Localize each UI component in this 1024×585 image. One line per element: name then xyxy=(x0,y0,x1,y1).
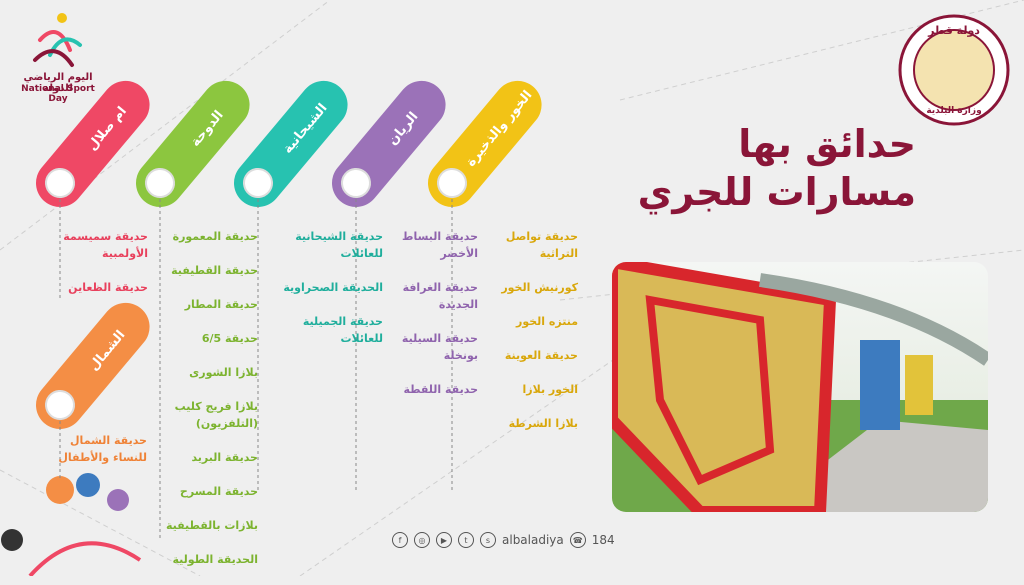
emblem-text: وزارة البلدية xyxy=(926,106,981,116)
park-name: بلازا الشورى xyxy=(189,366,258,379)
event-name: اليوم الرياضي للدولة xyxy=(23,72,93,94)
facebook-icon[interactable]: f xyxy=(392,532,408,548)
park-name: حديقة البريد xyxy=(191,451,258,464)
park-name: الحديقة الطولية xyxy=(172,553,258,566)
park-name: حديقة الظعاين xyxy=(68,281,148,294)
pill-dot xyxy=(437,168,467,198)
title: حدائق بها مسارات للجري xyxy=(638,120,916,216)
park-list: حديقة المعمورة حديقة القطيفية حديقة المطار… xyxy=(148,228,258,585)
park-name: بلازا فريج كليب (التلفزيون) xyxy=(174,400,258,430)
park-name: حديقة تواصل التراثية xyxy=(505,230,578,260)
park-name: حديقة المطار xyxy=(184,298,258,311)
park-name: حديقة الجميلية للعائلات xyxy=(302,315,383,345)
region-pill: ام صلال xyxy=(36,80,150,207)
snapchat-icon[interactable]: s xyxy=(480,532,496,548)
phone: 184 xyxy=(591,533,615,547)
park-name: حديقة الغرافة الجديدة xyxy=(402,281,478,311)
park-name: حديقة البساط الأخضر xyxy=(402,230,478,260)
park-name: كورنيش الخور xyxy=(501,281,578,294)
park-name: حديقة الشمال للنساء والأطفال xyxy=(58,434,147,464)
park-name: منتزه الخور xyxy=(515,315,578,328)
region-pill: الريان xyxy=(332,80,446,207)
pill-dot xyxy=(145,168,175,198)
park-name: الحديقة الصحراوية xyxy=(283,281,383,294)
photo xyxy=(612,262,988,512)
instagram-icon[interactable]: ◎ xyxy=(414,532,430,548)
park-name: حديقة المعمورة xyxy=(172,230,258,243)
park-name: حديقة القطيفية xyxy=(171,264,258,277)
region-pill: الدوحة xyxy=(136,80,250,207)
park-name: حديقة 6/5 xyxy=(201,332,258,345)
park-name: بلازات بالقطيفية xyxy=(165,519,258,532)
ministry-emblem: دولة قطر وزارة البلدية xyxy=(898,14,1010,126)
park-list: حديقة سميسمة الأولمبية حديقة الظعاين xyxy=(38,228,148,313)
park-name: بلازا الشرطة xyxy=(508,417,578,430)
park-list: حديقة الشمال للنساء والأطفال xyxy=(37,432,147,483)
twitter-icon[interactable]: t xyxy=(458,532,474,548)
event-name: National Sport Day xyxy=(21,84,95,104)
pill-dot xyxy=(45,168,75,198)
emblem-text: دولة قطر xyxy=(927,24,980,37)
park-name: حديقة اللقطة xyxy=(403,383,478,396)
park-list: حديقة البساط الأخضر حديقة الغرافة الجديدة… xyxy=(368,228,478,415)
sport-logo xyxy=(33,13,82,67)
runners-illustration xyxy=(1,473,142,576)
youtube-icon[interactable]: ▶ xyxy=(436,532,452,548)
park-name: الخور بلازا xyxy=(522,383,578,396)
handle: albaladiya xyxy=(502,533,564,547)
phone-icon: ☎ xyxy=(569,532,586,548)
park-list: حديقة تواصل التراثية كورنيش الخور منتزه ال… xyxy=(468,228,578,449)
region-pill: الشمال xyxy=(36,302,150,429)
park-name: حديقة المسرح xyxy=(179,485,258,498)
park-name: حديقة السيلية بونخلة xyxy=(401,332,478,362)
title-line: حدائق بها xyxy=(738,122,916,166)
pill-dot xyxy=(243,168,273,198)
pill-dot xyxy=(45,390,75,420)
park-name: حديقة سميسمة الأولمبية xyxy=(63,230,148,260)
park-list: حديقة الشيحانية للعائلات الحديقة الصحراوي… xyxy=(273,228,383,364)
title-line: مسارات للجري xyxy=(637,170,916,214)
pill-dot xyxy=(341,168,371,198)
footer: f ◎ ▶ t s albaladiya ☎ 184 xyxy=(392,532,615,548)
park-name: حديقة الشيحانية للعائلات xyxy=(295,230,383,260)
park-name: حديقة العوينة xyxy=(504,349,578,362)
